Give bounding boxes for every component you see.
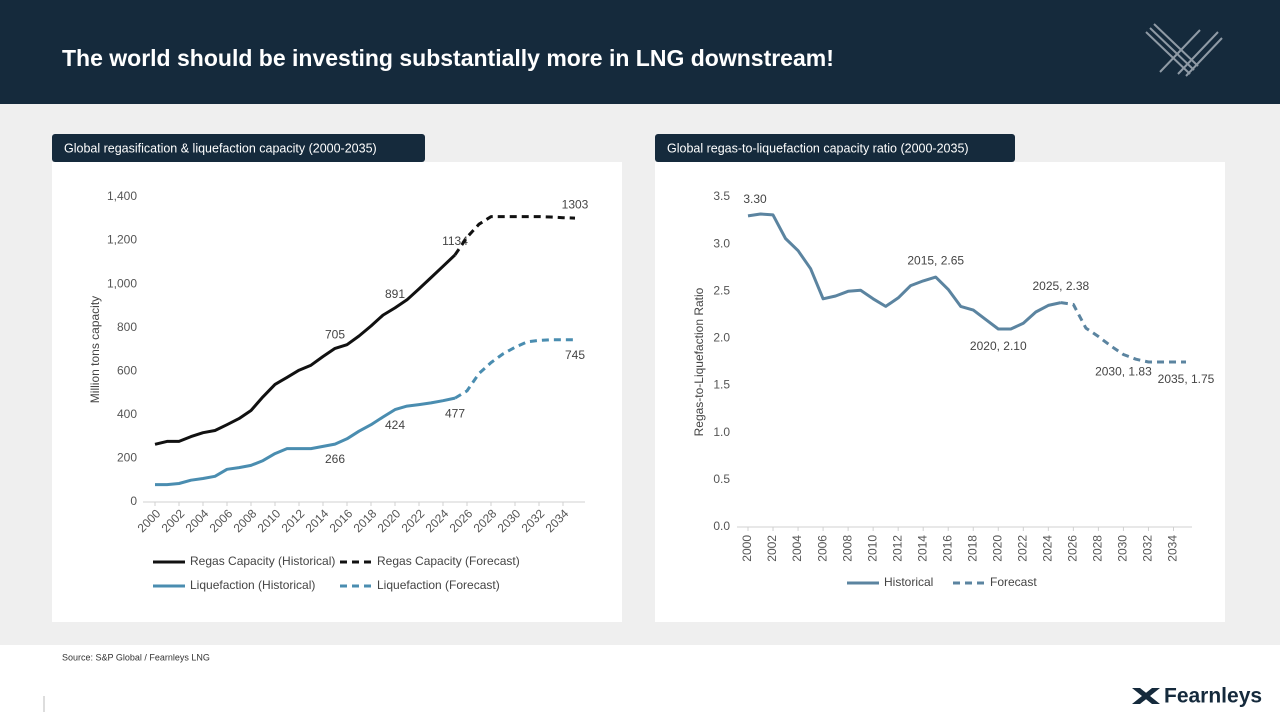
y-axis-title: Million tons capacity <box>88 296 102 403</box>
slide-title: The world should be investing substantia… <box>62 45 834 71</box>
source: Source: S&P Global / Fearnleys LNG <box>62 652 210 662</box>
data-label: 2030, 1.83 <box>1095 365 1152 379</box>
x-tick-label: 2010 <box>865 535 879 562</box>
series-line <box>747 212 1062 331</box>
y-tick-label: 0.0 <box>713 519 730 533</box>
x-tick-label: 2004 <box>790 535 804 562</box>
x-tick-label: 2034 <box>1166 535 1180 562</box>
legend-label: Forecast <box>990 575 1037 589</box>
legend-label: Historical <box>884 575 933 589</box>
y-tick-label: 2.5 <box>713 283 730 297</box>
y-tick-label: 2.0 <box>713 331 730 345</box>
x-tick-label: 2008 <box>840 535 854 562</box>
x-tick-label: 2002 <box>765 535 779 562</box>
y-tick-label: 0.5 <box>713 472 730 486</box>
card <box>52 162 622 622</box>
series-line <box>154 253 457 446</box>
x-tick-label: 2022 <box>1015 535 1029 562</box>
y-axis-title: Regas-to-Liquefaction Ratio <box>692 287 706 436</box>
x-tick-label: 2012 <box>890 535 904 562</box>
data-label: 891 <box>385 287 405 301</box>
x-tick-label: 2024 <box>1041 535 1055 562</box>
x-tick-label: 2006 <box>815 535 829 562</box>
y-tick-label: 0 <box>130 494 137 508</box>
chart-title: Global regasification & liquefaction cap… <box>64 141 377 155</box>
y-tick-label: 1,400 <box>107 189 137 203</box>
card-tab <box>52 134 425 162</box>
y-tick-label: 3.5 <box>713 189 730 203</box>
y-tick-label: 3.0 <box>713 236 730 250</box>
data-label: 2020, 2.10 <box>970 339 1027 353</box>
y-tick-label: 800 <box>117 320 137 334</box>
card-tab <box>655 134 1015 162</box>
data-label: 266 <box>325 452 345 466</box>
legend-label: Liquefaction (Historical) <box>190 578 315 592</box>
x-tick-label: 2020 <box>990 535 1004 562</box>
x-tick-label: 2030 <box>1116 535 1130 562</box>
y-tick-label: 1.0 <box>713 425 730 439</box>
data-label: 1303 <box>562 197 589 211</box>
x-tick-label: 2026 <box>1066 535 1080 562</box>
data-label: 3.30 <box>743 192 767 206</box>
y-tick-label: 600 <box>117 363 137 377</box>
series-line <box>454 338 575 400</box>
data-label: 424 <box>385 418 405 432</box>
data-label: 705 <box>325 328 345 342</box>
brand: Fearnleys <box>1164 685 1262 708</box>
legend-label: Regas Capacity (Forecast) <box>377 554 520 568</box>
y-tick-label: 1,000 <box>107 276 137 290</box>
x-tick-label: 2014 <box>915 535 929 562</box>
data-label: 745 <box>565 348 585 362</box>
logo-mark <box>1145 23 1223 77</box>
footer <box>0 645 1280 720</box>
y-tick-label: 200 <box>117 451 137 465</box>
y-tick-label: 1,200 <box>107 233 137 247</box>
x-tick-label: 2018 <box>965 535 979 562</box>
data-label: 477 <box>445 406 465 420</box>
x-tick-label: 2016 <box>940 535 954 562</box>
y-tick-label: 1.5 <box>713 378 730 392</box>
card <box>655 162 1225 622</box>
data-label: 2015, 2.65 <box>907 253 964 267</box>
x-tick-label: 2028 <box>1091 535 1105 562</box>
y-tick-label: 400 <box>117 407 137 421</box>
series-line <box>453 215 576 256</box>
brand-icon <box>1132 688 1160 704</box>
legend-label: Regas Capacity (Historical) <box>190 554 335 568</box>
header <box>0 0 1280 104</box>
data-label: 2025, 2.38 <box>1032 279 1089 293</box>
legend-label: Liquefaction (Forecast) <box>377 578 500 592</box>
series-line <box>155 396 456 487</box>
x-tick-label: 2000 <box>740 535 754 562</box>
x-tick-label: 2032 <box>1141 535 1155 562</box>
chart-title: Global regas-to-liquefaction capacity ra… <box>667 141 969 155</box>
data-label: 2035, 1.75 <box>1158 372 1215 386</box>
series-line <box>1060 301 1186 364</box>
